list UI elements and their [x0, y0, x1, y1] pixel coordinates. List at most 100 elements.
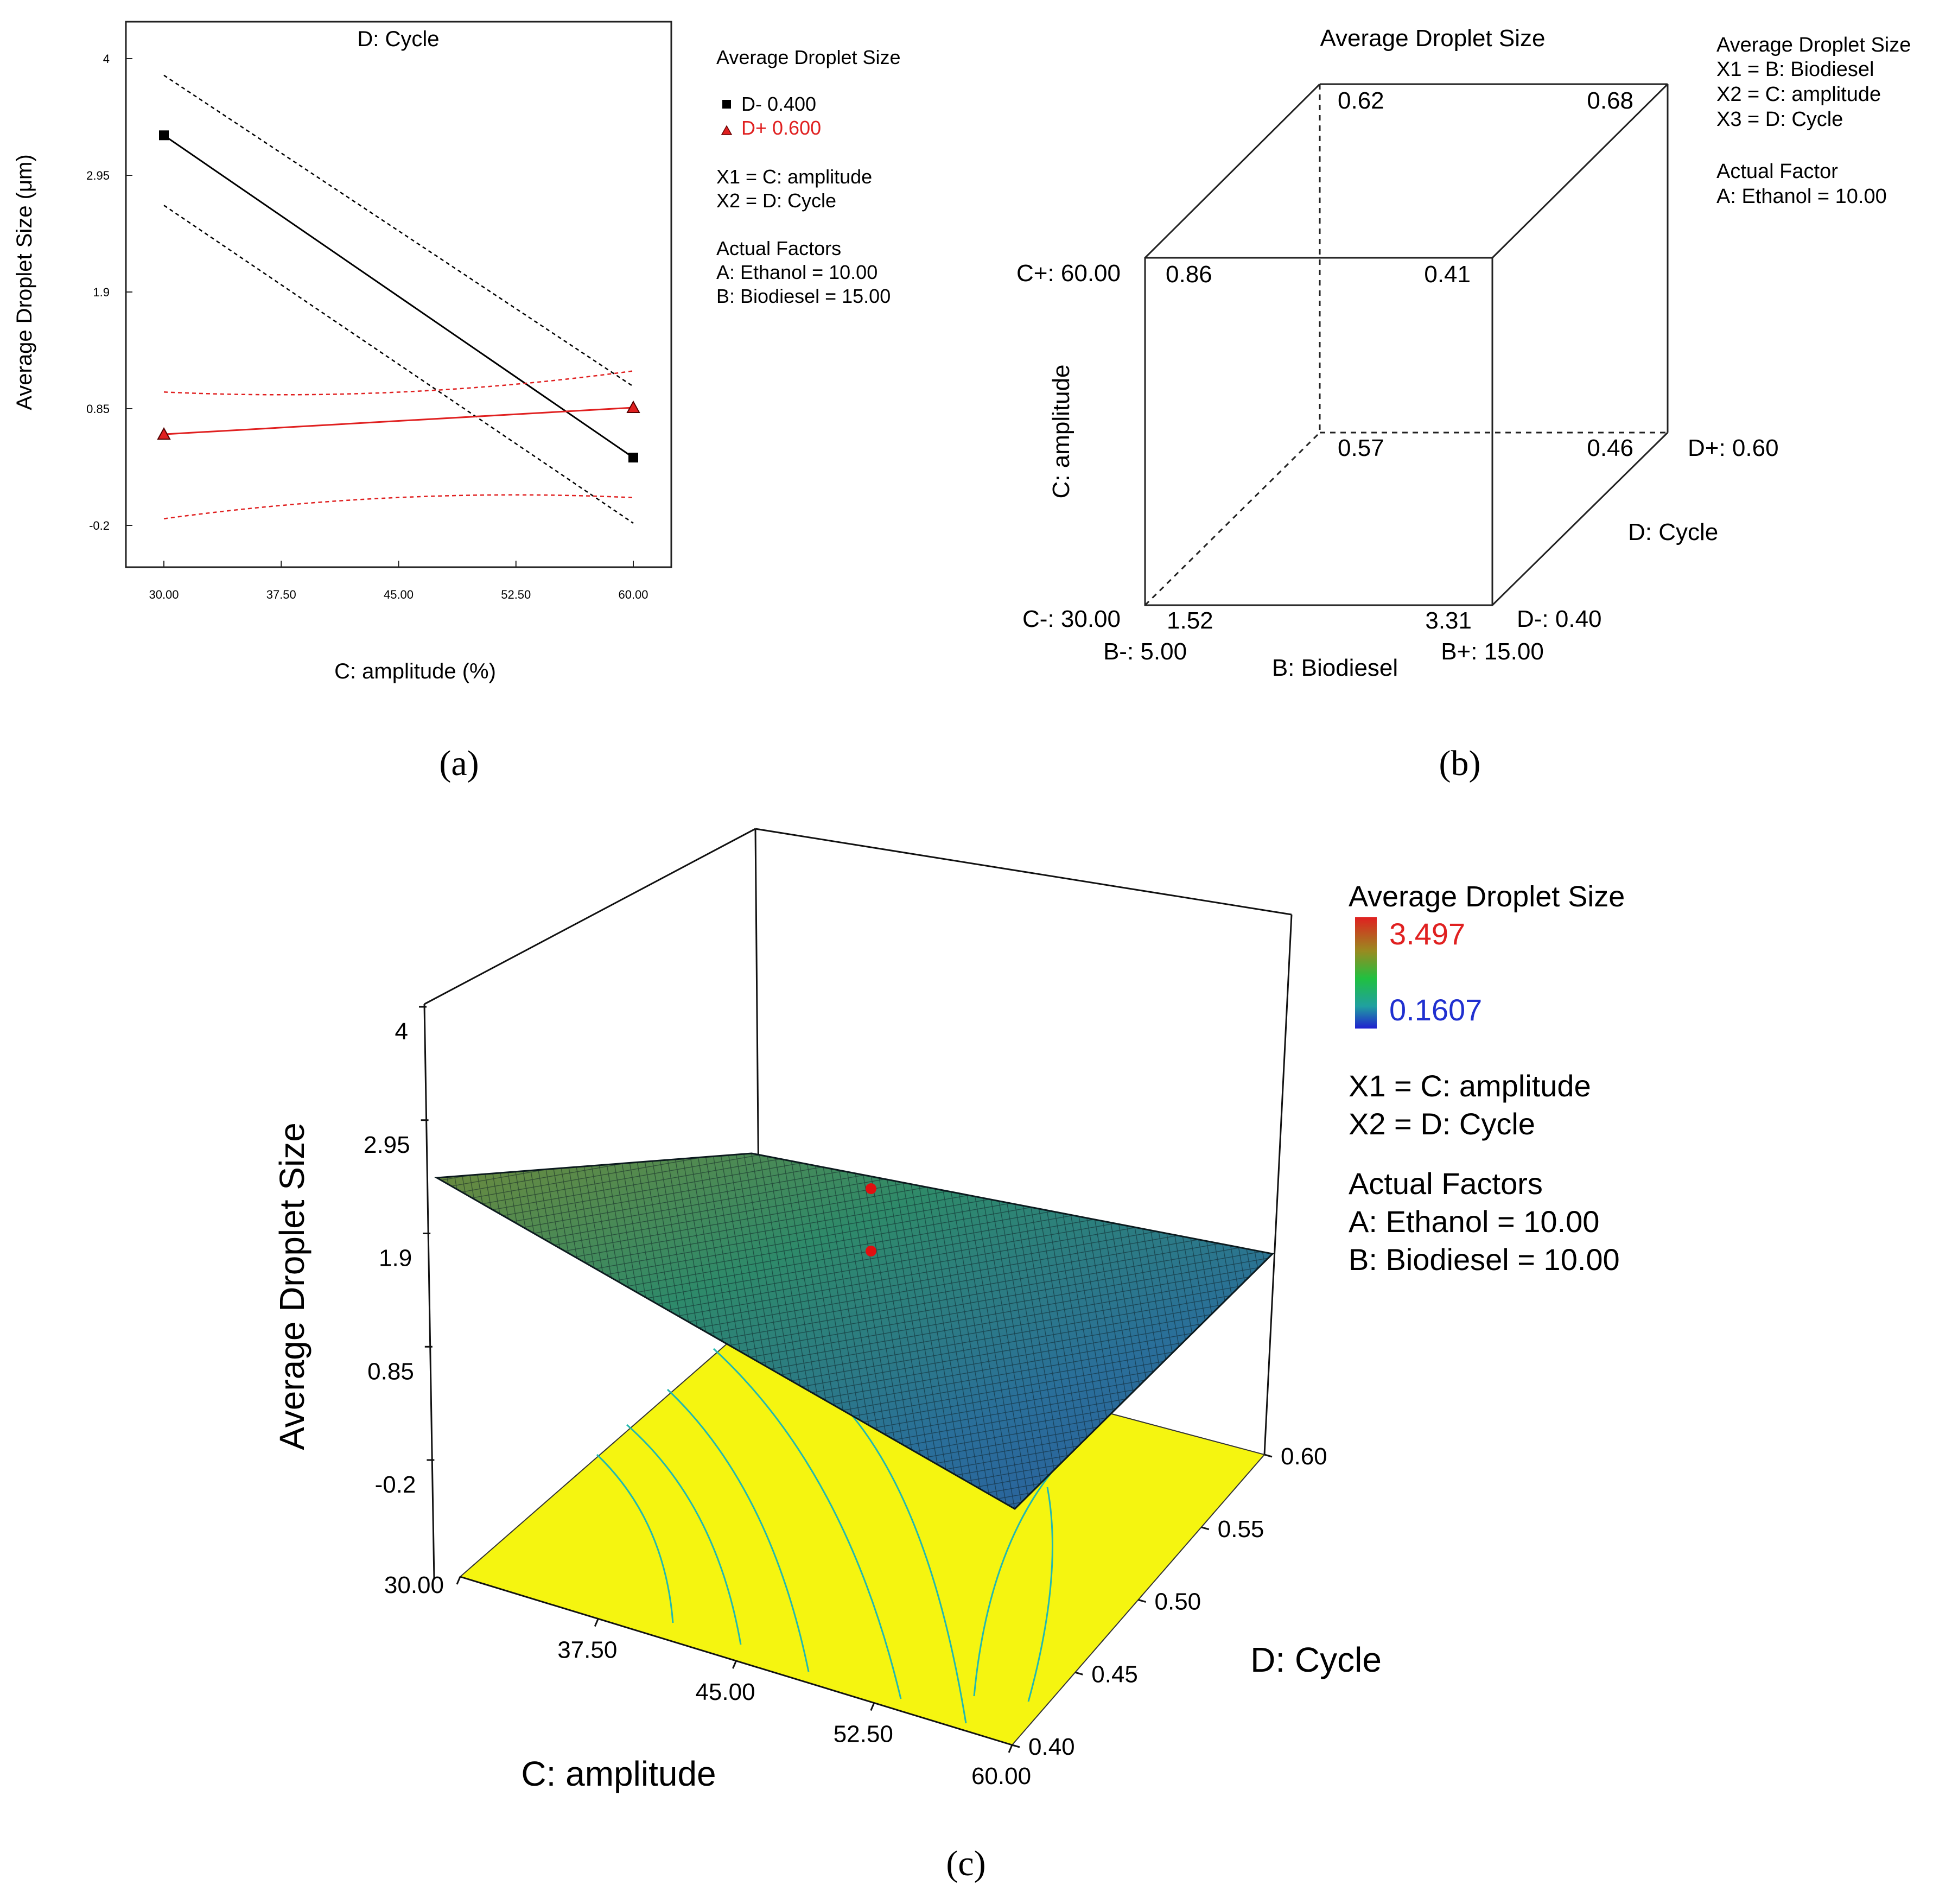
corner-value: 0.86 — [1166, 261, 1212, 288]
legend-note: A: Ethanol = 10.00 — [1716, 185, 1887, 208]
corner-value: 0.46 — [1587, 435, 1633, 461]
b-minus-label: B-: 5.00 — [1103, 638, 1187, 665]
panel-caption: (a) — [439, 744, 479, 783]
response-surface — [434, 1152, 1275, 1510]
x-axis-ticks: 30.00 37.50 45.00 52.50 60.00 — [384, 1572, 1031, 1789]
surface-legend-notes: X1 = C: amplitude X2 = D: Cycle Actual F… — [1349, 1069, 1620, 1277]
chart-title: D: Cycle — [357, 27, 439, 51]
d-plus-label: D+: 0.60 — [1688, 435, 1779, 461]
series-line — [163, 135, 634, 459]
legend-note: X3 = D: Cycle — [1716, 108, 1843, 131]
legend-note: X1 = C: amplitude — [716, 166, 872, 188]
x-tick-mark — [594, 1618, 599, 1627]
legend-note: A: Ethanol = 10.00 — [1349, 1204, 1599, 1239]
legend-marker-triangle — [721, 125, 733, 135]
legend-note: Actual Factor — [1716, 160, 1838, 183]
legend-note: X1 = C: amplitude — [1349, 1069, 1591, 1103]
y-tick-label: 0.60 — [1281, 1443, 1327, 1470]
x-tick-label: 60.00 — [618, 588, 648, 601]
y-axis-label: D: Cycle — [1250, 1640, 1382, 1679]
z-tick-label: 0.85 — [367, 1358, 414, 1385]
data-point — [157, 427, 171, 440]
design-point — [866, 1183, 876, 1194]
series-layer — [157, 74, 640, 524]
y-tick-mark — [1074, 1671, 1083, 1675]
x-tick-label: 60.00 — [971, 1763, 1031, 1789]
d-axis-name: D: Cycle — [1628, 519, 1718, 545]
y-axis-ticks: 0.40 0.45 0.50 0.55 0.60 — [1012, 1443, 1327, 1760]
contour-lines — [596, 1340, 1054, 1724]
y-tick-label: 0.85 — [86, 402, 110, 416]
legend-note: X2 = D: Cycle — [716, 189, 836, 212]
color-scale-max: 3.497 — [1389, 917, 1465, 951]
c-axis-name: C: amplitude — [1048, 364, 1074, 498]
x-axis-label: C: amplitude (%) — [334, 659, 496, 683]
x-tick-label: 37.50 — [266, 588, 296, 601]
ci-upper-line — [163, 74, 634, 388]
cube-title: Average Droplet Size — [1320, 25, 1546, 52]
cube-legend: Average Droplet Size X1 = B: Biodiesel X… — [1716, 34, 1911, 208]
x-tick-label: 45.00 — [695, 1679, 755, 1705]
x-tick-label: 52.50 — [501, 588, 531, 601]
design-point — [866, 1246, 876, 1256]
legend-marker-square — [722, 100, 731, 109]
c-plus-label: C+: 60.00 — [1016, 260, 1121, 287]
y-tick-label: 2.95 — [86, 169, 110, 182]
corner-value: 0.62 — [1338, 87, 1384, 114]
cube-axis-labels: C+: 60.00 C-: 30.00 C: amplitude B-: 5.0… — [1016, 260, 1779, 681]
corner-value: 0.68 — [1587, 87, 1633, 114]
y-tick-label: 0.40 — [1028, 1734, 1075, 1760]
ci-lower-line — [163, 494, 634, 519]
legend-note: Average Droplet Size — [1716, 34, 1911, 56]
y-tick-label: -0.2 — [89, 519, 110, 532]
x-tick-mark — [1008, 1744, 1013, 1753]
legend-note: X2 = D: Cycle — [1349, 1107, 1535, 1141]
x-axis-label: C: amplitude — [521, 1754, 716, 1793]
legend-note: Actual Factors — [1349, 1166, 1543, 1201]
corner-value: 3.31 — [1425, 607, 1472, 634]
y-tick-label: 0.50 — [1155, 1589, 1201, 1615]
y-tick-label: 1.9 — [93, 285, 110, 299]
x-axis-ticks: 30.00 37.50 45.00 52.50 60.00 — [149, 561, 648, 601]
legend-note: B: Biodiesel = 15.00 — [716, 285, 891, 307]
ci-upper-line — [163, 370, 634, 396]
x-tick-label: 37.50 — [557, 1637, 617, 1664]
d-minus-label: D-: 0.40 — [1517, 606, 1602, 632]
legend-note: Actual Factors — [716, 237, 841, 259]
b-axis-name: B: Biodiesel — [1272, 655, 1398, 681]
color-scale-title: Average Droplet Size — [1349, 880, 1625, 913]
z-axis-label: Average Droplet Size — [272, 1122, 311, 1450]
y-axis-label: Average Droplet Size (μm) — [12, 154, 36, 410]
y-tick-label: 0.45 — [1091, 1661, 1138, 1687]
z-tick-label: 2.95 — [364, 1132, 410, 1158]
y-tick-mark — [1201, 1526, 1210, 1531]
color-scale-min: 0.1607 — [1389, 993, 1482, 1027]
b-plus-label: B+: 15.00 — [1441, 638, 1544, 665]
legend-note: X2 = C: amplitude — [1716, 83, 1881, 106]
legend-entry-d-minus: D- 0.400 — [741, 93, 816, 115]
x-tick-mark — [870, 1702, 875, 1711]
z-tick-label: 4 — [395, 1018, 408, 1045]
data-point — [628, 453, 638, 463]
legend-note: X1 = B: Biodiesel — [1716, 58, 1874, 81]
x-tick-mark — [456, 1576, 461, 1585]
plot-frame — [125, 21, 672, 568]
legend-entry-d-plus: D+ 0.600 — [741, 117, 821, 139]
ci-lower-line — [163, 205, 634, 524]
data-point — [626, 400, 640, 413]
c-minus-label: C-: 30.00 — [1022, 606, 1121, 632]
y-tick-label: 0.55 — [1218, 1516, 1264, 1543]
panel-b-cube-plot: Average Droplet Size 0.62 0.68 0.86 0.41… — [1016, 25, 1911, 783]
x-tick-label: 30.00 — [384, 1572, 444, 1598]
panel-caption: (b) — [1439, 744, 1481, 783]
legend-note: A: Ethanol = 10.00 — [716, 261, 878, 283]
x-tick-mark — [732, 1660, 737, 1669]
corner-value: 0.41 — [1424, 261, 1471, 288]
y-tick-mark — [1012, 1744, 1020, 1748]
x-tick-label: 52.50 — [834, 1721, 893, 1748]
data-point — [159, 130, 169, 141]
z-axis-ticks: 4 2.95 1.9 0.85 -0.2 — [364, 1006, 435, 1498]
y-tick-label: 4 — [103, 52, 110, 66]
panel-c-surface-plot: 4 2.95 1.9 0.85 -0.2 30.00 37.50 45.00 52.50 60.… — [272, 828, 1625, 1883]
color-scale-bar — [1355, 917, 1377, 1029]
